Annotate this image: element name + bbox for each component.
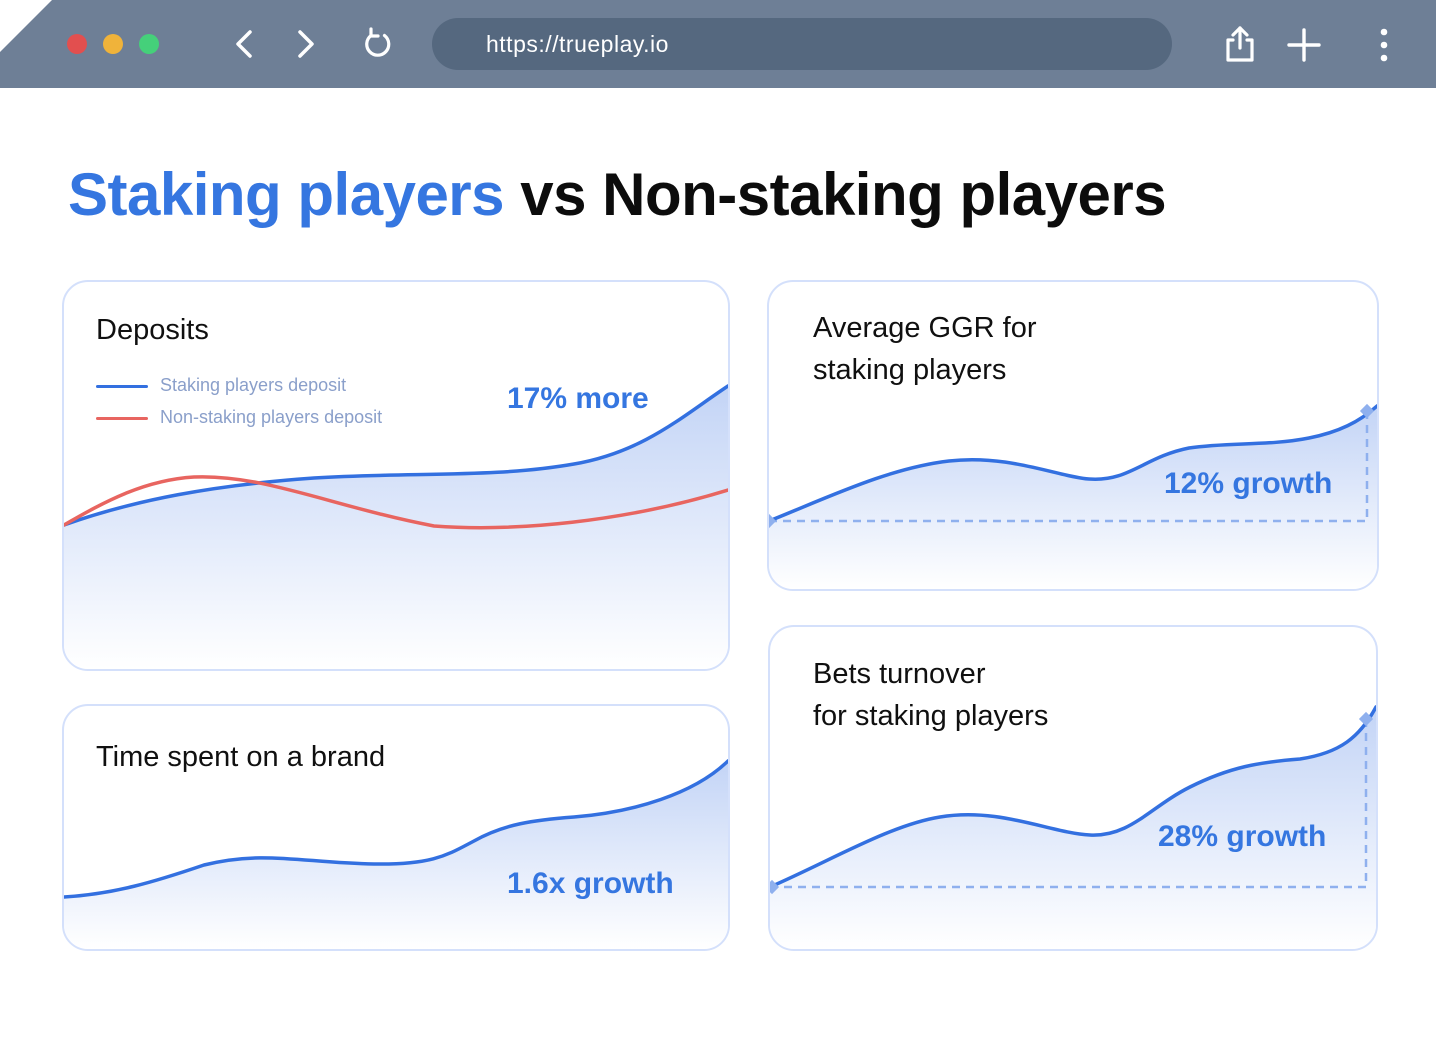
menu-icon[interactable] <box>1374 24 1394 66</box>
time-spent-line <box>64 759 728 899</box>
share-icon[interactable] <box>1220 24 1260 66</box>
address-bar[interactable]: https://trueplay.io <box>432 18 1172 70</box>
page-title: Staking players vs Non-staking players <box>68 160 1167 229</box>
avg-ggr-chart <box>769 403 1377 589</box>
avg-ggr-metric: 12% growth <box>1164 467 1333 500</box>
forward-icon[interactable] <box>292 24 320 64</box>
bets-turnover-start-marker <box>770 879 780 895</box>
time-spent-chart <box>64 759 728 949</box>
staking-deposit-line <box>64 384 728 527</box>
bets-turnover-title: Bets turnover for staking players <box>813 653 1048 737</box>
avg-ggr-baseline <box>769 411 1369 523</box>
avg-ggr-title-line1: Average GGR for <box>813 312 1037 344</box>
avg-ggr-end-marker <box>1359 403 1375 419</box>
browser-toolbar: https://trueplay.io <box>0 0 1436 88</box>
deposits-chart <box>64 384 728 669</box>
avg-ggr-title-line2: staking players <box>813 354 1007 386</box>
time-spent-area <box>64 761 728 949</box>
maximize-window-button[interactable] <box>139 34 159 54</box>
url-text: https://trueplay.io <box>486 31 669 57</box>
legend-label-staking: Staking players deposit <box>160 375 347 395</box>
legend-label-non-staking: Non-staking players deposit <box>160 407 383 427</box>
bets-turnover-title-line1: Bets turnover <box>813 658 986 690</box>
bets-turnover-card: Bets turnover for staking players 28% gr… <box>768 625 1378 951</box>
avg-ggr-line <box>769 404 1377 523</box>
bets-turnover-end-marker <box>1358 711 1374 727</box>
time-spent-title: Time spent on a brand <box>96 741 386 773</box>
close-window-button[interactable] <box>67 34 87 54</box>
toolbar-corner-notch <box>0 0 52 52</box>
title-rest: vs Non-staking players <box>504 161 1167 228</box>
new-tab-icon[interactable] <box>1286 24 1322 66</box>
avg-ggr-start-marker <box>769 513 777 529</box>
minimize-window-button[interactable] <box>103 34 123 54</box>
bets-turnover-metric: 28% growth <box>1158 820 1327 853</box>
bets-turnover-chart <box>770 705 1376 949</box>
avg-ggr-title: Average GGR for staking players <box>813 307 1037 391</box>
deposits-title: Deposits <box>96 314 209 346</box>
bets-turnover-area <box>770 707 1376 949</box>
staking-deposit-area <box>64 386 728 669</box>
avg-ggr-card: Average GGR for staking players 12% grow… <box>767 280 1379 591</box>
deposits-metric: 17% more <box>507 382 649 415</box>
time-spent-card: Time spent on a brand 1.6x growth <box>62 704 730 951</box>
bets-turnover-title-line2: for staking players <box>813 700 1049 732</box>
reload-icon[interactable] <box>360 24 396 64</box>
time-spent-metric: 1.6x growth <box>507 867 674 900</box>
non-staking-deposit-line <box>64 475 728 530</box>
legend-swatch-staking <box>96 385 148 388</box>
back-icon[interactable] <box>230 24 258 64</box>
title-accent: Staking players <box>68 161 505 228</box>
bets-turnover-baseline <box>770 719 1368 889</box>
avg-ggr-area <box>769 406 1377 589</box>
bets-turnover-line <box>770 705 1376 889</box>
deposits-card: Deposits Staking players deposit Non-sta… <box>62 280 730 671</box>
legend-swatch-non-staking <box>96 417 148 420</box>
